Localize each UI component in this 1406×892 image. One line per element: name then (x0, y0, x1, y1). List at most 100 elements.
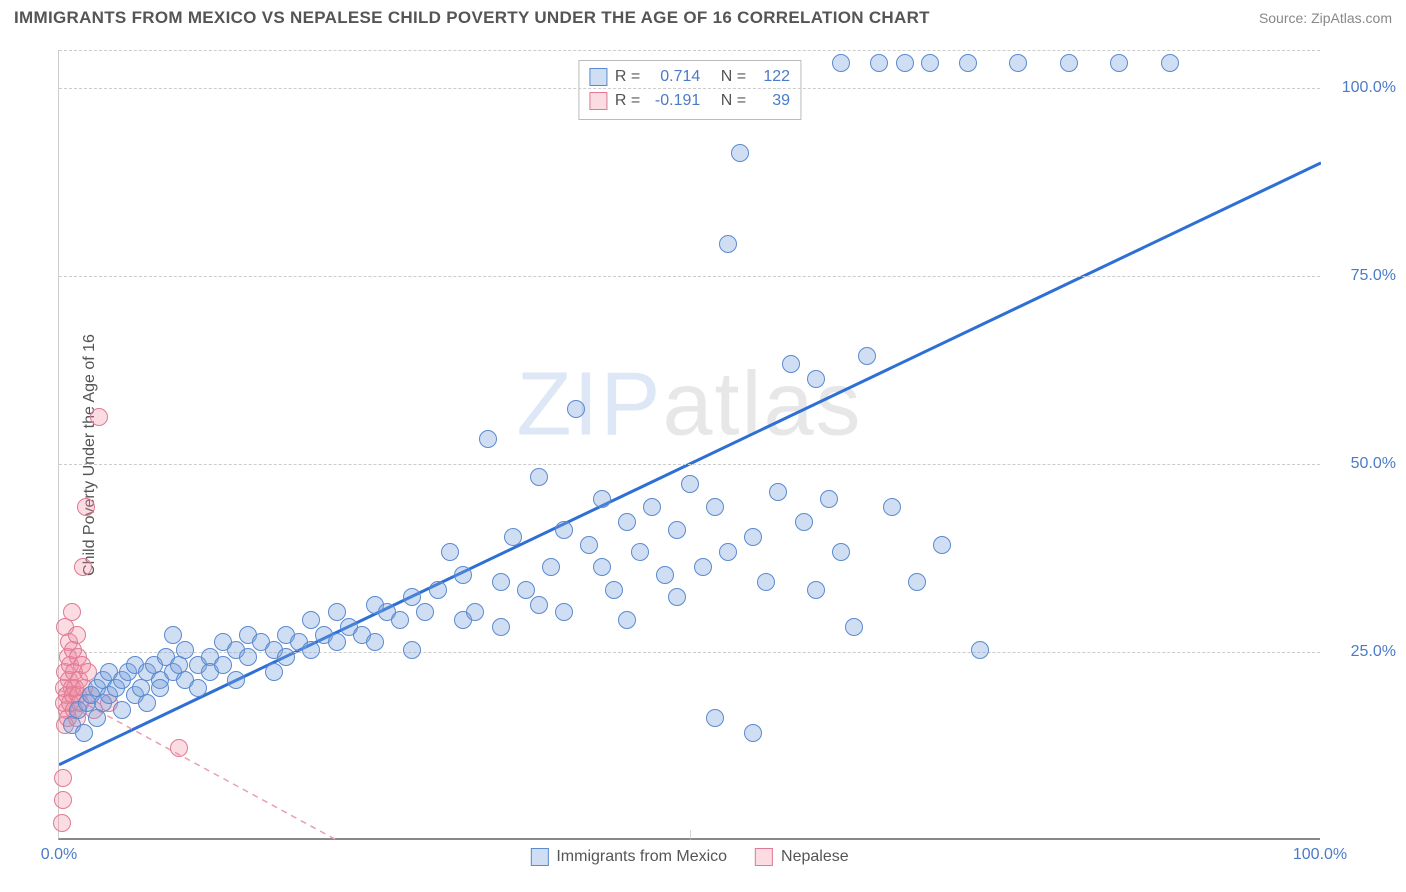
n-value-a: 122 (754, 65, 790, 89)
scatter-point (328, 603, 346, 621)
scatter-point (74, 558, 92, 576)
scatter-point (795, 513, 813, 531)
scatter-point (681, 475, 699, 493)
scatter-point (744, 528, 762, 546)
scatter-point (328, 633, 346, 651)
scatter-point (77, 498, 95, 516)
swatch-series-b-icon (589, 92, 607, 110)
scatter-point (643, 498, 661, 516)
scatter-point (530, 468, 548, 486)
gridline-v (690, 830, 691, 840)
scatter-point (668, 521, 686, 539)
scatter-point (54, 791, 72, 809)
gridline-h (59, 50, 1320, 51)
scatter-point (933, 536, 951, 554)
y-tick-label: 25.0% (1351, 643, 1396, 661)
scatter-point (302, 611, 320, 629)
scatter-point (567, 400, 585, 418)
x-tick-100: 100.0% (1293, 846, 1347, 864)
chart-title: IMMIGRANTS FROM MEXICO VS NEPALESE CHILD… (14, 8, 930, 28)
scatter-point (744, 724, 762, 742)
scatter-point (113, 701, 131, 719)
scatter-point (820, 490, 838, 508)
scatter-point (605, 581, 623, 599)
scatter-point (63, 603, 81, 621)
scatter-point (1060, 54, 1078, 72)
scatter-point (618, 513, 636, 531)
r-value-a: 0.714 (648, 65, 700, 89)
scatter-point (391, 611, 409, 629)
stats-row-series-b: R = -0.191 N = 39 (589, 89, 790, 113)
scatter-point (807, 370, 825, 388)
source-label: Source: ZipAtlas.com (1259, 10, 1392, 26)
scatter-point (164, 626, 182, 644)
scatter-point (555, 521, 573, 539)
scatter-point (504, 528, 522, 546)
scatter-point (668, 588, 686, 606)
legend: Immigrants from Mexico Nepalese (530, 848, 848, 866)
scatter-point (832, 54, 850, 72)
scatter-point (214, 656, 232, 674)
scatter-point (769, 483, 787, 501)
scatter-point (870, 54, 888, 72)
scatter-point (883, 498, 901, 516)
legend-label-b: Nepalese (781, 848, 849, 866)
scatter-point (580, 536, 598, 554)
n-value-b: 39 (754, 89, 790, 113)
scatter-point (277, 648, 295, 666)
scatter-point (492, 618, 510, 636)
scatter-point (416, 603, 434, 621)
scatter-point (706, 498, 724, 516)
y-tick-label: 100.0% (1342, 79, 1396, 97)
scatter-point (90, 408, 108, 426)
legend-swatch-b-icon (755, 848, 773, 866)
scatter-point (631, 543, 649, 561)
scatter-point (694, 558, 712, 576)
scatter-point (921, 54, 939, 72)
scatter-point (53, 814, 71, 832)
scatter-point (429, 581, 447, 599)
stats-box: R = 0.714 N = 122 R = -0.191 N = 39 (578, 60, 801, 120)
scatter-point (782, 355, 800, 373)
scatter-point (441, 543, 459, 561)
gridline-h (59, 464, 1320, 465)
scatter-point (618, 611, 636, 629)
scatter-point (959, 54, 977, 72)
scatter-point (845, 618, 863, 636)
x-tick-0: 0.0% (41, 846, 77, 864)
plot-area: ZIPatlas R = 0.714 N = 122 R = -0.191 N … (58, 50, 1320, 840)
r-label: R = (615, 89, 640, 113)
scatter-point (239, 648, 257, 666)
r-value-b: -0.191 (648, 89, 700, 113)
gridline-h (59, 276, 1320, 277)
scatter-point (719, 235, 737, 253)
scatter-point (542, 558, 560, 576)
r-label: R = (615, 65, 640, 89)
scatter-point (403, 588, 421, 606)
scatter-point (302, 641, 320, 659)
scatter-point (555, 603, 573, 621)
scatter-point (492, 573, 510, 591)
scatter-point (757, 573, 775, 591)
scatter-point (832, 543, 850, 561)
scatter-point (807, 581, 825, 599)
stats-row-series-a: R = 0.714 N = 122 (589, 65, 790, 89)
scatter-point (656, 566, 674, 584)
legend-item-a: Immigrants from Mexico (530, 848, 727, 866)
legend-item-b: Nepalese (755, 848, 849, 866)
scatter-point (593, 558, 611, 576)
scatter-point (896, 54, 914, 72)
legend-swatch-a-icon (530, 848, 548, 866)
scatter-point (138, 694, 156, 712)
scatter-point (706, 709, 724, 727)
scatter-point (908, 573, 926, 591)
scatter-point (1009, 54, 1027, 72)
n-label: N = (721, 89, 746, 113)
scatter-point (189, 679, 207, 697)
swatch-series-a-icon (589, 68, 607, 86)
trend-lines (59, 50, 1321, 840)
scatter-point (530, 596, 548, 614)
y-tick-label: 75.0% (1351, 267, 1396, 285)
scatter-point (1161, 54, 1179, 72)
n-label: N = (721, 65, 746, 89)
